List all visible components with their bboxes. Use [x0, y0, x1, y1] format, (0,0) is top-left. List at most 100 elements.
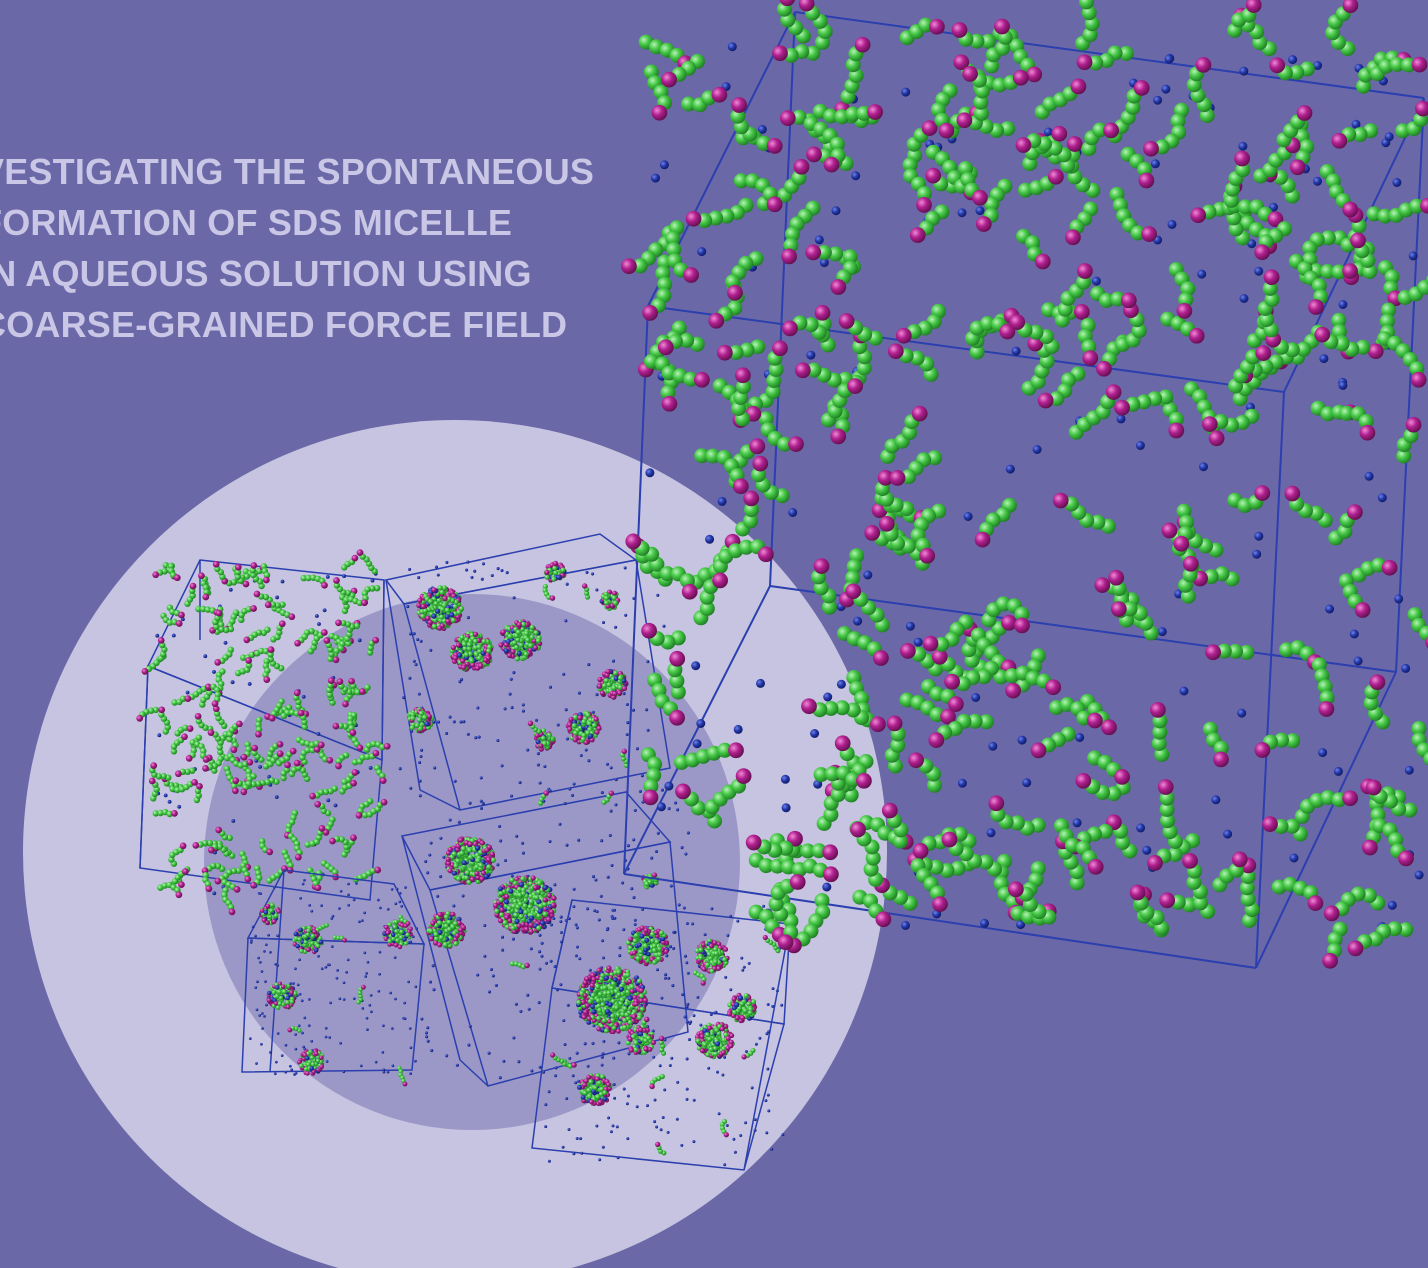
- ion-bead: [529, 915, 535, 921]
- ion-bead: [686, 1002, 690, 1006]
- tail-bead: [405, 932, 411, 938]
- ion-bead: [509, 794, 514, 798]
- ion-bead: [614, 803, 618, 807]
- ion-bead: [645, 708, 649, 712]
- ion-bead: [521, 841, 525, 845]
- ion-bead: [418, 779, 422, 783]
- ion-bead: [652, 1055, 656, 1059]
- tail-bead: [617, 684, 623, 691]
- tail-bead: [639, 1006, 645, 1012]
- head-bead: [360, 984, 366, 990]
- tail-bead: [351, 759, 359, 766]
- ion-bead: [723, 1163, 727, 1167]
- head-bead: [504, 914, 510, 920]
- tail-bead: [282, 989, 287, 994]
- tail-bead: [245, 662, 253, 669]
- ion-bead: [453, 779, 457, 783]
- ion-bead: [742, 965, 746, 969]
- ion-bead: [753, 1118, 757, 1122]
- ion-bead: [542, 799, 546, 803]
- head-bead: [234, 563, 242, 571]
- ion-bead: [566, 1003, 570, 1007]
- tail-bead: [327, 788, 334, 795]
- head-bead: [348, 677, 355, 685]
- tail-bead: [340, 619, 347, 627]
- head-bead: [273, 1001, 279, 1006]
- ion-bead: [564, 708, 568, 712]
- tail-bead: [333, 582, 341, 589]
- head-bead: [631, 1014, 637, 1020]
- ion-bead: [703, 933, 707, 937]
- ion-bead: [544, 1103, 548, 1107]
- tail-bead: [466, 642, 472, 648]
- ion-bead: [298, 927, 303, 933]
- ion-bead: [390, 932, 396, 938]
- ion-bead: [646, 1025, 650, 1029]
- ion-bead: [468, 801, 472, 805]
- head-bead: [483, 657, 489, 663]
- tail-bead: [287, 862, 294, 869]
- ion-bead: [655, 1125, 659, 1129]
- head-bead: [428, 936, 435, 942]
- head-bead: [524, 926, 530, 932]
- ion-bead: [448, 715, 452, 719]
- tail-bead: [235, 867, 242, 874]
- head-bead: [450, 911, 456, 917]
- head-bead: [309, 792, 316, 800]
- ion-bead: [325, 574, 330, 579]
- tail-bead: [585, 712, 591, 718]
- tail-bead: [347, 715, 354, 722]
- ion-bead: [466, 732, 470, 736]
- ion-bead: [276, 1032, 280, 1035]
- ion-bead: [618, 986, 624, 992]
- ion-bead: [395, 887, 399, 891]
- head-bead: [474, 870, 480, 877]
- ion-bead: [263, 910, 269, 915]
- head-bead: [506, 652, 513, 659]
- tail-bead: [216, 843, 223, 850]
- ion-bead: [167, 799, 172, 804]
- ion-bead: [587, 759, 591, 763]
- head-bead: [191, 779, 198, 786]
- tail-bead: [461, 641, 467, 647]
- head-bead: [599, 690, 606, 696]
- tail-bead: [540, 735, 547, 741]
- ion-bead: [540, 920, 546, 926]
- ion-bead: [412, 659, 416, 663]
- tail-bead: [463, 637, 469, 643]
- tail-bead: [353, 622, 361, 630]
- head-bead: [596, 967, 602, 973]
- head-bead: [497, 918, 504, 924]
- ion-bead: [547, 1159, 551, 1163]
- head-bead: [293, 689, 301, 697]
- tail-bead: [414, 722, 420, 729]
- ion-bead: [736, 919, 740, 923]
- tail-bead: [513, 912, 519, 918]
- ion-bead: [685, 922, 689, 925]
- ion-bead: [408, 676, 412, 680]
- ion-bead: [549, 959, 553, 963]
- ion-bead: [177, 804, 182, 809]
- head-bead: [204, 683, 212, 691]
- tail-bead: [452, 603, 458, 610]
- ion-bead: [530, 1069, 534, 1073]
- ion-bead: [429, 841, 433, 845]
- tail-bead: [581, 732, 587, 739]
- ion-bead: [317, 622, 321, 626]
- tail-bead: [361, 811, 369, 819]
- tail-bead: [544, 574, 550, 580]
- tail-bead: [300, 574, 307, 582]
- tail-bead: [473, 651, 479, 657]
- head-bead: [314, 1051, 319, 1056]
- ion-bead: [374, 1060, 378, 1064]
- tail-bead: [238, 616, 245, 623]
- tail-bead: [522, 903, 528, 909]
- ion-bead: [780, 1003, 784, 1007]
- tail-bead: [373, 585, 381, 592]
- ion-bead: [425, 1035, 429, 1039]
- head-bead: [185, 755, 193, 762]
- ion-bead: [231, 818, 236, 823]
- head-bead: [385, 930, 391, 935]
- ion-bead: [347, 893, 350, 897]
- tail-bead: [513, 644, 520, 651]
